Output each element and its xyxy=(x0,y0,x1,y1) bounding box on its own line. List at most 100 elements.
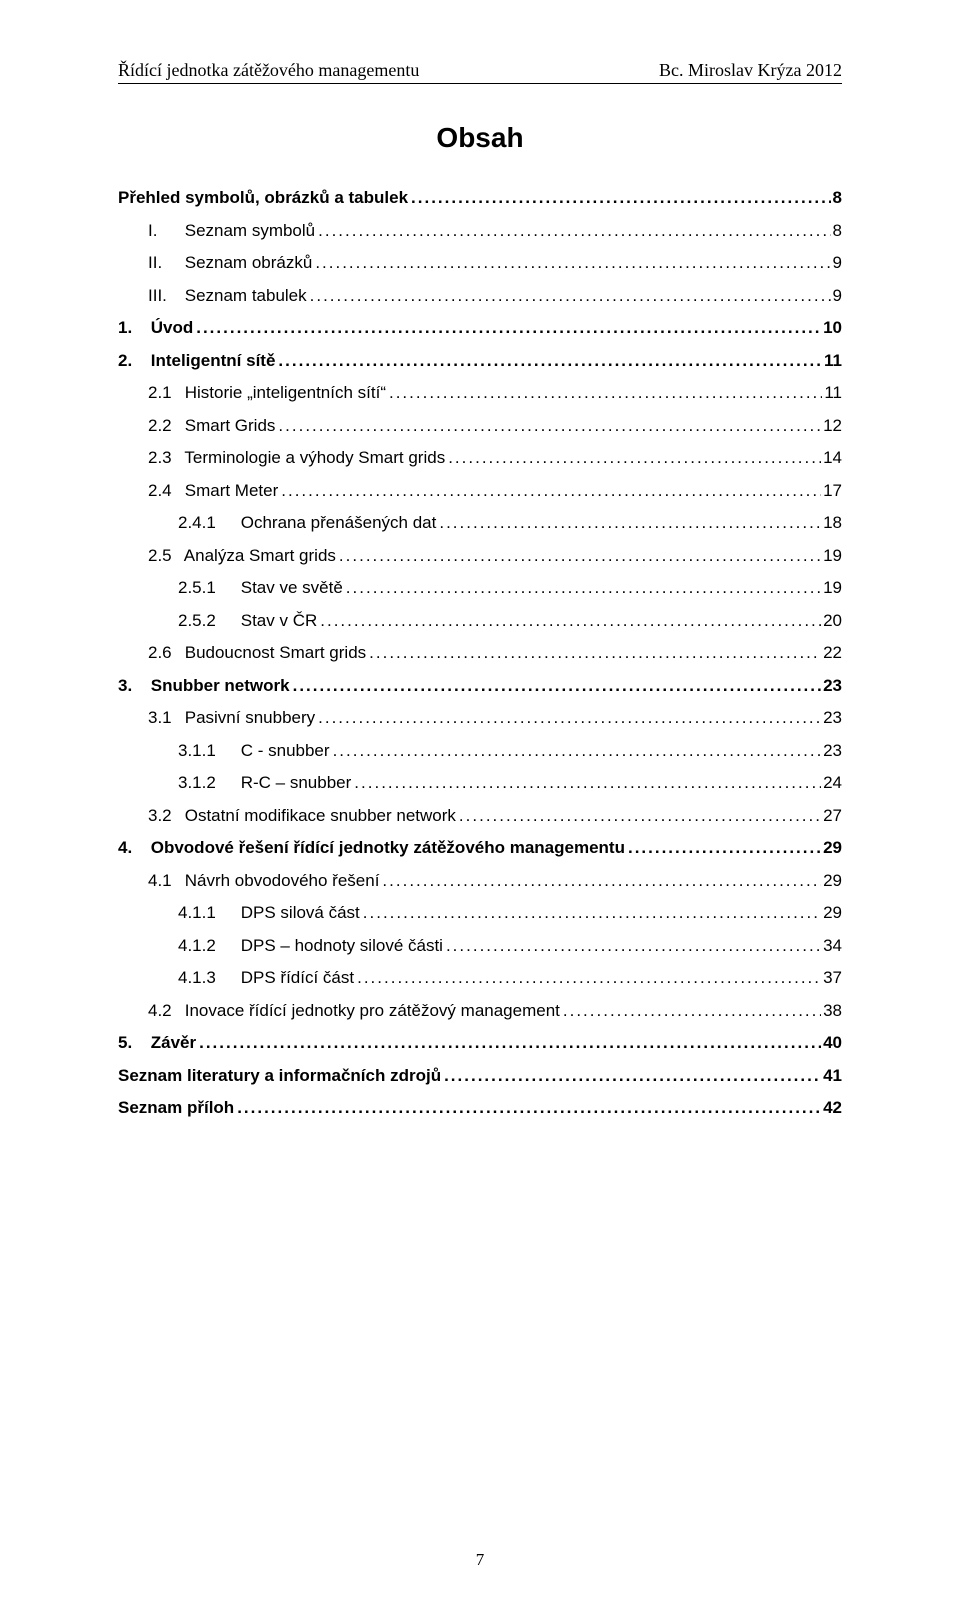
toc-entry: 4.1.2 DPS – hodnoty silové části34 xyxy=(118,936,842,956)
toc-leader-dots xyxy=(315,221,830,241)
toc-leader-dots xyxy=(351,773,821,793)
toc-leader-dots xyxy=(343,578,821,598)
toc-entry-page: 9 xyxy=(831,253,842,273)
toc-entry-text: Inteligentní sítě xyxy=(151,351,276,370)
toc-entry-number: 2.5.1 xyxy=(178,578,236,598)
toc-entry-text: Seznam tabulek xyxy=(185,286,307,305)
toc-entry: I. Seznam symbolů8 xyxy=(118,221,842,241)
toc-entry-number: 2.6 xyxy=(148,643,180,663)
toc-entry-text: Návrh obvodového řešení xyxy=(185,871,380,890)
toc-entry-page: 19 xyxy=(821,578,842,598)
toc-entry-page: 10 xyxy=(821,318,842,338)
toc-entry-page: 11 xyxy=(822,383,842,403)
toc-entry-text: Snubber network xyxy=(151,676,290,695)
toc-entry-label: 2.4.1 Ochrana přenášených dat xyxy=(178,513,436,533)
toc-entry: 3.1 Pasivní snubbery23 xyxy=(118,708,842,728)
toc-entry-text: Pasivní snubbery xyxy=(185,708,315,727)
table-of-contents: Přehled symbolů, obrázků a tabulek8I. Se… xyxy=(118,188,842,1118)
toc-entry: Přehled symbolů, obrázků a tabulek 8 xyxy=(118,188,842,208)
toc-entry-number: 4.1 xyxy=(148,871,180,891)
toc-entry-page: 29 xyxy=(821,871,842,891)
toc-entry: 2.4 Smart Meter17 xyxy=(118,481,842,501)
toc-entry-number: III. xyxy=(148,286,180,306)
toc-entry-page: 14 xyxy=(821,448,842,468)
toc-entry-text: Úvod xyxy=(151,318,194,337)
toc-entry-number: 2. xyxy=(118,351,146,371)
toc-entry: 2. Inteligentní sítě11 xyxy=(118,351,842,371)
toc-entry-text: R-C – snubber xyxy=(241,773,352,792)
toc-entry-label: 4.2 Inovace řídící jednotky pro zátěžový… xyxy=(148,1001,560,1021)
toc-entry: 3.1.1 C - snubber23 xyxy=(118,741,842,761)
toc-entry-text: DPS – hodnoty silové části xyxy=(241,936,443,955)
toc-entry: II. Seznam obrázků 9 xyxy=(118,253,842,273)
toc-entry-text: Ostatní modifikace snubber network xyxy=(185,806,456,825)
toc-entry-label: Přehled symbolů, obrázků a tabulek xyxy=(118,188,408,208)
toc-leader-dots xyxy=(275,416,821,436)
page-header: Řídící jednotka zátěžového managementu B… xyxy=(118,60,842,83)
toc-entry-label: 2.2 Smart Grids xyxy=(148,416,275,436)
toc-entry-number: 3.1.2 xyxy=(178,773,236,793)
toc-entry-page: 23 xyxy=(821,676,842,696)
toc-entry-page: 17 xyxy=(821,481,842,501)
toc-entry: 4.1.1 DPS silová část29 xyxy=(118,903,842,923)
toc-entry-text: Terminologie a výhody Smart grids xyxy=(184,448,445,467)
toc-entry-page: 27 xyxy=(821,806,842,826)
toc-entry-number: 5. xyxy=(118,1033,146,1053)
toc-entry: 1. Úvod 10 xyxy=(118,318,842,338)
toc-entry: III. Seznam tabulek9 xyxy=(118,286,842,306)
toc-entry: 2.3 Terminologie a výhody Smart grids 14 xyxy=(118,448,842,468)
toc-entry-label: 2.6 Budoucnost Smart grids xyxy=(148,643,366,663)
toc-entry: 4.1.3 DPS řídící část37 xyxy=(118,968,842,988)
toc-entry-label: 3.1.1 C - snubber xyxy=(178,741,330,761)
toc-entry-number: 4.2 xyxy=(148,1001,180,1021)
toc-entry-number: 3. xyxy=(118,676,146,696)
header-right: Bc. Miroslav Krýza 2012 xyxy=(659,60,842,81)
toc-entry-label: 2.5.2 Stav v ČR xyxy=(178,611,317,631)
toc-entry: 3.2 Ostatní modifikace snubber network27 xyxy=(118,806,842,826)
toc-entry-label: 2.1 Historie „inteligentních sítí“ xyxy=(148,383,386,403)
toc-entry-text: DPS řídící část xyxy=(241,968,354,987)
toc-entry-page: 34 xyxy=(821,936,842,956)
toc-entry-page: 38 xyxy=(821,1001,842,1021)
toc-entry-number: 2.5 xyxy=(148,546,180,566)
toc-leader-dots xyxy=(315,708,821,728)
toc-entry-number: 2.4 xyxy=(148,481,180,501)
toc-leader-dots xyxy=(456,806,821,826)
toc-entry-label: 3. Snubber network xyxy=(118,676,290,696)
toc-entry: Seznam literatury a informačních zdrojů4… xyxy=(118,1066,842,1086)
toc-entry-page: 8 xyxy=(831,188,842,208)
toc-entry-text: Budoucnost Smart grids xyxy=(185,643,366,662)
toc-entry-number: 2.4.1 xyxy=(178,513,236,533)
toc-entry-number: II. xyxy=(148,253,180,273)
toc-entry-text: Přehled symbolů, obrázků a tabulek xyxy=(118,188,408,207)
toc-entry: 4. Obvodové řešení řídící jednotky zátěž… xyxy=(118,838,842,858)
toc-entry-text: Smart Grids xyxy=(185,416,276,435)
toc-entry: 2.4.1 Ochrana přenášených dat 18 xyxy=(118,513,842,533)
toc-entry-page: 19 xyxy=(821,546,842,566)
toc-entry-text: Obvodové řešení řídící jednotky zátěžové… xyxy=(151,838,625,857)
toc-entry-page: 40 xyxy=(821,1033,842,1053)
toc-entry-label: 2.3 Terminologie a výhody Smart grids xyxy=(148,448,445,468)
toc-entry-text: Inovace řídící jednotky pro zátěžový man… xyxy=(185,1001,560,1020)
toc-leader-dots xyxy=(366,643,821,663)
page-number: 7 xyxy=(476,1550,485,1569)
toc-entry: 3.1.2 R-C – snubber24 xyxy=(118,773,842,793)
toc-leader-dots xyxy=(386,383,822,403)
toc-entry: 2.1 Historie „inteligentních sítí“ 11 xyxy=(118,383,842,403)
toc-entry: 3. Snubber network 23 xyxy=(118,676,842,696)
toc-entry-label: 1. Úvod xyxy=(118,318,193,338)
toc-entry-text: C - snubber xyxy=(241,741,330,760)
toc-entry-label: II. Seznam obrázků xyxy=(148,253,312,273)
toc-entry-number: 3.1.1 xyxy=(178,741,236,761)
toc-entry: 2.2 Smart Grids12 xyxy=(118,416,842,436)
toc-entry-page: 18 xyxy=(821,513,842,533)
toc-entry-number: I. xyxy=(148,221,180,241)
toc-entry-label: 4.1.3 DPS řídící část xyxy=(178,968,354,988)
toc-entry-number: 2.5.2 xyxy=(178,611,236,631)
toc-leader-dots xyxy=(278,481,821,501)
toc-leader-dots xyxy=(436,513,821,533)
toc-entry-page: 8 xyxy=(831,221,842,241)
toc-entry-page: 41 xyxy=(821,1066,842,1086)
toc-entry-text: Stav ve světě xyxy=(241,578,343,597)
toc-leader-dots xyxy=(360,903,821,923)
